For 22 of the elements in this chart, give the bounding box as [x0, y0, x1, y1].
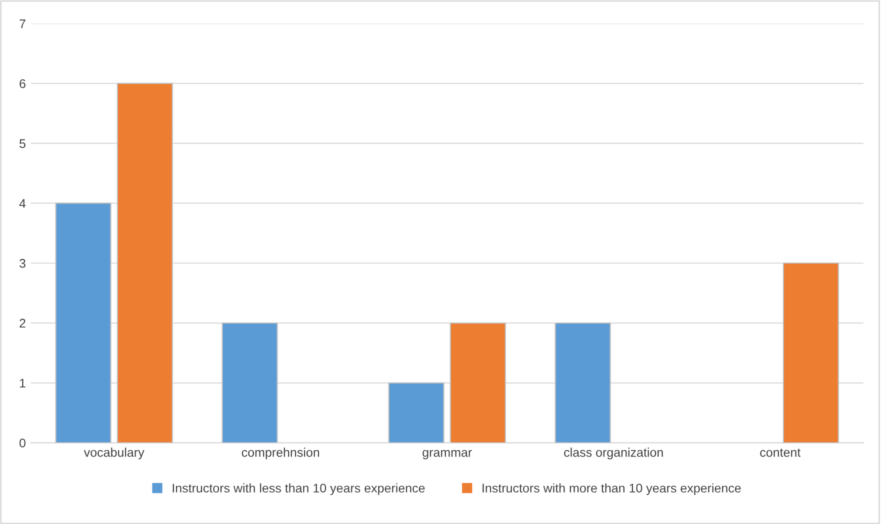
- bar: [388, 382, 444, 443]
- y-tick-label: 5: [20, 139, 26, 148]
- bar: [55, 202, 112, 443]
- y-tick-label: 7: [20, 20, 26, 28]
- y-tick-label: 3: [20, 258, 26, 268]
- y-tick-label: 6: [20, 79, 26, 88]
- bar: [554, 322, 611, 443]
- x-tick-label: vocabulary: [84, 448, 144, 460]
- y-tick-label: 4: [19, 199, 26, 208]
- x-tick-label: comprehnsion: [242, 448, 320, 460]
- x-tick-label: content: [760, 448, 801, 457]
- bar: [222, 322, 278, 443]
- bar: [782, 262, 839, 443]
- legend-label: Instructors with more than 10 years experience: [482, 483, 741, 496]
- legend-label: Instructors with less than 10 years experience: [172, 483, 425, 496]
- y-tick-label: 0: [20, 438, 26, 448]
- y-tick-label: 2: [20, 318, 26, 328]
- x-tick-label: class organization: [564, 448, 663, 460]
- bar: [116, 82, 173, 443]
- x-tick-label: grammar: [422, 450, 472, 460]
- bar: [450, 322, 506, 443]
- y-tick-label: 1: [20, 378, 26, 388]
